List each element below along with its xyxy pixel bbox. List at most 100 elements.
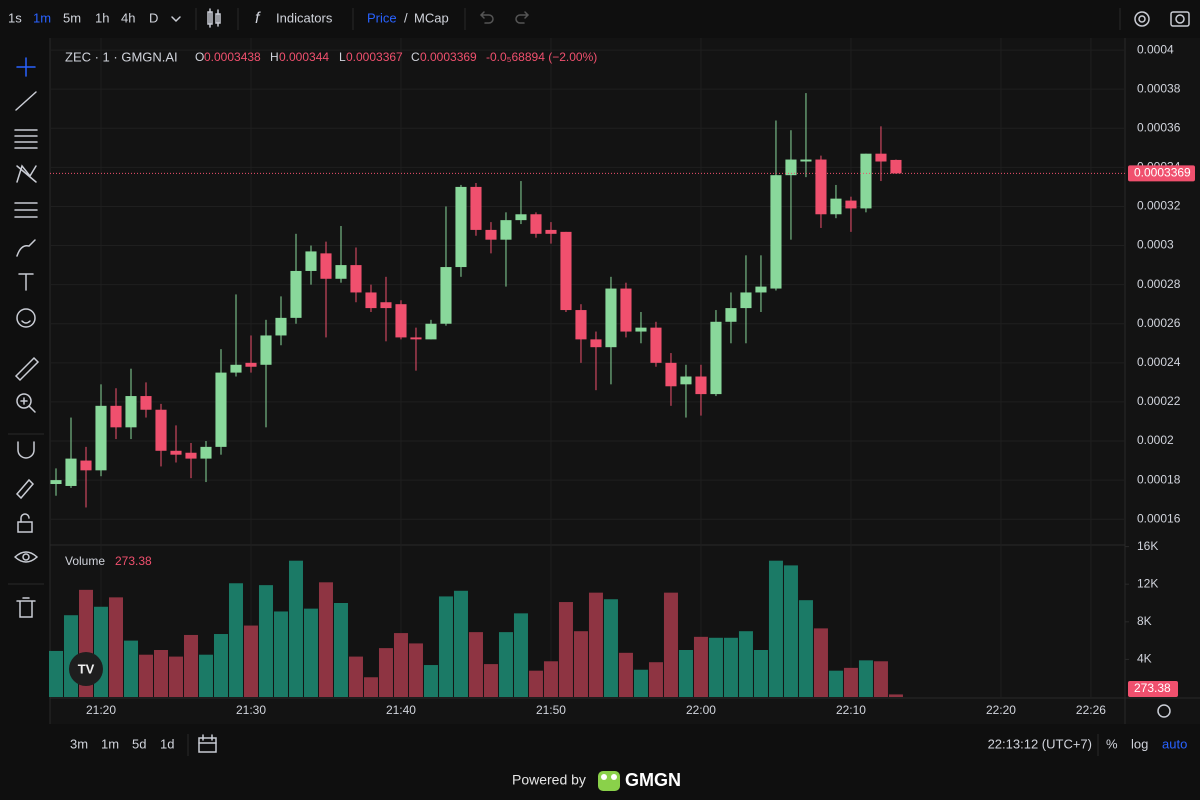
candle-body [725,308,737,322]
candle-body [230,364,242,373]
interval[interactable]: 1h [95,10,109,25]
ohlc-label: C [411,50,420,64]
candle-body [395,304,407,338]
candle-body [65,458,77,486]
candle-body [470,186,482,230]
volume-value: 273.38 [115,554,152,568]
interval[interactable]: 1m [33,10,51,25]
interval[interactable]: 5m [63,10,81,25]
range[interactable]: 1m [101,736,119,751]
interval[interactable]: 1s [8,10,22,25]
date-range[interactable] [198,734,217,753]
tv-logo[interactable] [69,652,103,686]
undo[interactable] [479,11,494,24]
volume-bar [873,661,888,697]
volume-bar [49,650,63,697]
percent-toggle[interactable]: % [1106,736,1118,751]
candle-body [410,337,422,340]
volume-bar [498,632,513,697]
indicators-icon[interactable]: f [255,10,261,27]
redo[interactable] [515,11,530,24]
candle-body [320,253,332,279]
volume-bar [378,648,393,697]
candle-body [785,159,797,176]
axis-settings[interactable] [1157,704,1171,718]
mcap-toggle[interactable]: MCap [414,10,449,25]
settings[interactable] [1134,11,1150,27]
x-tick-label: 22:20 [986,703,1016,717]
interval[interactable]: 4h [121,10,135,25]
range[interactable]: 3m [70,736,88,751]
last-volume-tag [1128,681,1178,697]
candle-body [350,265,362,293]
log-toggle[interactable]: log [1131,736,1148,751]
candle-body [635,327,647,332]
volume-bar [438,596,453,697]
candle-body [860,153,872,209]
candle-body [800,159,812,162]
volume-bar [483,664,498,697]
candle-body [500,220,512,240]
candle-body [695,376,707,395]
volume-bar [153,649,168,697]
interval-menu[interactable] [171,16,181,23]
volume-bar [543,661,558,697]
range[interactable]: 5d [132,736,146,751]
volume-bar [408,643,423,697]
ohlc-value: 0.0003369 [420,50,477,64]
volume-bar [648,662,663,697]
powered-by: Powered by [512,772,586,788]
range[interactable]: 1d [160,736,174,751]
volume-bar [603,599,618,697]
slash: / [404,10,408,25]
last-price-label: 0.0003369 [1134,166,1191,180]
y-tick-label: 0.00024 [1137,355,1181,369]
y-tick-label: 0.0002 [1137,433,1174,447]
volume-bar [243,625,258,697]
y2-tick-label: 16K [1137,539,1158,553]
change: -0.0₅68894 (−2.00%) [486,50,597,64]
ohlc-label: L [339,50,346,64]
chart-type-button[interactable] [207,8,221,28]
candle-body [125,396,137,428]
candle-body [260,335,272,365]
volume-bar [513,613,528,697]
interval[interactable]: D [149,10,158,25]
volume-bar [828,670,843,697]
candle-body [140,396,152,410]
tv-logo-mark[interactable]: TV [78,661,95,676]
candle-body [650,327,662,363]
x-tick-label: 22:00 [686,703,716,717]
gmgn-logo [598,771,620,791]
volume-bar [363,677,378,697]
screenshot[interactable] [1170,11,1190,27]
price-toggle[interactable]: Price [367,10,397,25]
x-tick-label: 21:30 [236,703,266,717]
indicators-button[interactable]: Indicators [276,10,333,25]
candle-body [95,405,107,471]
candle-body [425,323,437,340]
candle-body [890,159,902,174]
candle-body [185,452,197,459]
x-tick-label: 22:10 [836,703,866,717]
candle-body [200,446,212,459]
volume-bar [138,654,153,697]
candle-body [155,409,167,451]
candle-body [590,339,602,348]
y-tick-label: 0.00028 [1137,277,1181,291]
y-tick-label: 0.00038 [1137,81,1181,95]
candle-body [305,251,317,271]
candle-body [545,229,557,234]
volume-bar [738,631,753,697]
volume-bar [753,649,768,697]
candle-body [170,450,182,455]
volume-bar [288,560,303,697]
y2-tick-label: 8K [1137,614,1152,628]
candle-body [830,198,842,215]
drawing-tools[interactable] [14,57,40,618]
y2-tick-label: 12K [1137,576,1158,590]
volume-bar [318,582,333,697]
auto-toggle[interactable]: auto [1162,736,1187,751]
volume-bar [273,611,288,697]
